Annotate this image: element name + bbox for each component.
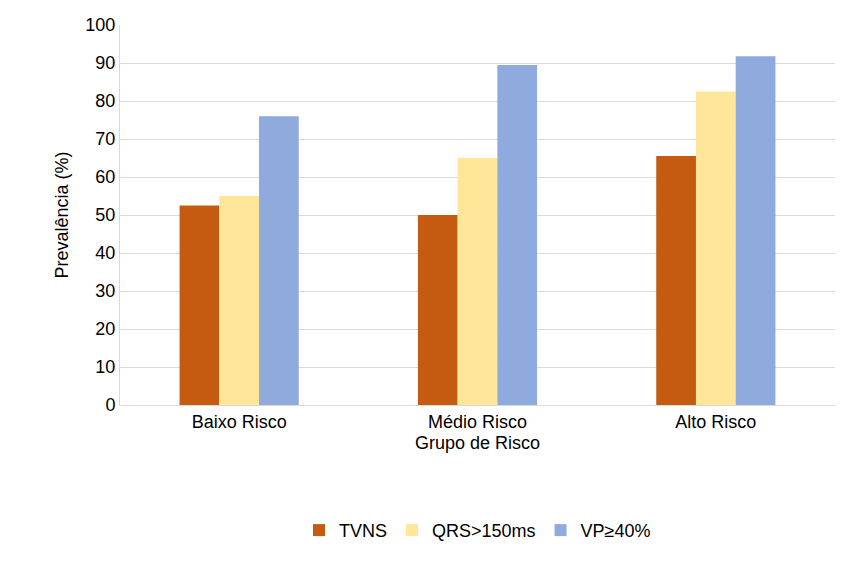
svg-text:TVNS: TVNS bbox=[339, 521, 387, 541]
svg-text:50: 50 bbox=[95, 205, 115, 225]
svg-text:40: 40 bbox=[95, 243, 115, 263]
svg-text:Alto Risco: Alto Risco bbox=[675, 412, 756, 432]
svg-text:Médio Risco: Médio Risco bbox=[428, 412, 527, 432]
svg-text:90: 90 bbox=[95, 53, 115, 73]
svg-text:Prevalência (%): Prevalência (%) bbox=[52, 151, 72, 278]
svg-text:30: 30 bbox=[95, 281, 115, 301]
svg-text:60: 60 bbox=[95, 167, 115, 187]
svg-text:100: 100 bbox=[85, 15, 115, 35]
svg-text:10: 10 bbox=[95, 357, 115, 377]
svg-text:VP≥40%: VP≥40% bbox=[581, 521, 651, 541]
svg-text:Baixo Risco: Baixo Risco bbox=[192, 412, 287, 432]
svg-text:80: 80 bbox=[95, 91, 115, 111]
svg-text:0: 0 bbox=[105, 395, 115, 415]
svg-text:QRS>150ms: QRS>150ms bbox=[432, 521, 536, 541]
svg-text:20: 20 bbox=[95, 319, 115, 339]
svg-text:Grupo de Risco: Grupo de Risco bbox=[415, 433, 540, 453]
svg-text:70: 70 bbox=[95, 129, 115, 149]
